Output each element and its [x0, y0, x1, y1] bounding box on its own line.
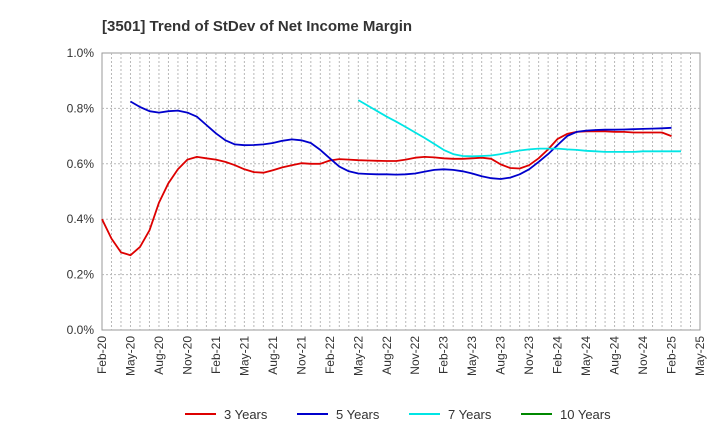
x-tick-label: May-21	[237, 336, 251, 376]
x-tick-label: May-24	[579, 336, 593, 376]
x-tick-label: Nov-20	[180, 336, 194, 375]
x-tick-label: Nov-24	[636, 336, 650, 375]
series-line-5-years	[130, 100, 672, 180]
x-tick-label: Nov-22	[408, 336, 422, 375]
x-tick-label: Feb-20	[95, 336, 109, 374]
legend-label: 3 Years	[224, 407, 268, 422]
y-tick-label: 1.0%	[67, 46, 95, 60]
x-tick-label: Feb-21	[209, 336, 223, 374]
series-line-7-years	[357, 99, 681, 158]
y-tick-label: 0.2%	[67, 268, 95, 282]
y-tick-label: 0.4%	[67, 212, 95, 226]
x-tick-label: Nov-23	[522, 336, 536, 375]
series-lines	[101, 99, 681, 257]
y-tick-label: 0.8%	[67, 101, 95, 115]
y-tick-label: 0.0%	[67, 323, 95, 337]
x-tick-label: Nov-21	[294, 336, 308, 375]
legend-label: 5 Years	[336, 407, 380, 422]
y-axis-ticks: 0.0% 0.2% 0.4% 0.6% 0.8% 1.0%	[67, 46, 95, 337]
legend-label: 7 Years	[448, 407, 492, 422]
x-tick-label: May-22	[351, 336, 365, 376]
x-tick-label: May-23	[465, 336, 479, 376]
x-tick-label: Feb-23	[437, 336, 451, 374]
plot-frame	[101, 52, 701, 331]
x-tick-label: Aug-21	[266, 336, 280, 375]
x-tick-label: Feb-24	[551, 336, 565, 374]
x-tick-label: May-25	[693, 336, 707, 376]
x-tick-label: Aug-24	[608, 336, 622, 375]
x-tick-label: Feb-22	[323, 336, 337, 374]
x-tick-label: May-20	[123, 336, 137, 376]
legend-label: 10 Years	[560, 407, 611, 422]
x-tick-label: Feb-25	[665, 336, 679, 374]
x-axis-ticks: Feb-20 May-20 Aug-20 Nov-20 Feb-21 May-21 Aug-…	[95, 336, 707, 376]
chart-title: [3501] Trend of StDev of Net Income Marg…	[102, 18, 412, 35]
legend: 3 Years 5 Years 7 Years 10 Years	[185, 407, 611, 422]
x-tick-label: Aug-23	[494, 336, 508, 375]
y-tick-label: 0.6%	[67, 157, 95, 171]
x-tick-label: Aug-20	[152, 336, 166, 375]
x-tick-label: Aug-22	[380, 336, 394, 375]
plot-area	[101, 52, 701, 331]
